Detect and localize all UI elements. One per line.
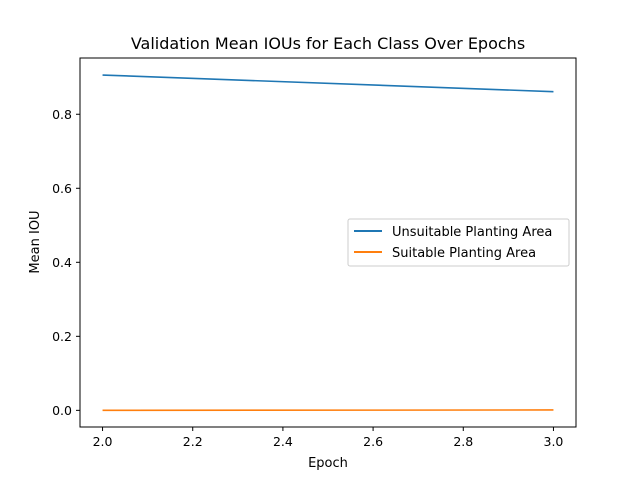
x-axis-label: Epoch: [308, 456, 348, 471]
legend-label-suitable: Suitable Planting Area: [392, 246, 536, 261]
y-tick-label: 0.6: [52, 181, 72, 196]
y-tick-label: 0.4: [52, 255, 72, 270]
x-tick-label: 2.2: [183, 434, 203, 449]
x-axis: 2.0 2.2 2.4 2.6 2.8 3.0: [93, 427, 564, 449]
plot-area: [79, 57, 577, 428]
y-tick-label: 0.2: [52, 329, 72, 344]
y-axis-label: Mean IOU: [28, 210, 43, 273]
x-tick-label: 2.8: [453, 434, 473, 449]
x-tick-label: 3.0: [544, 434, 564, 449]
chart-title: Validation Mean IOUs for Each Class Over…: [131, 34, 525, 53]
y-tick-label: 0.8: [52, 107, 72, 122]
series-layer: [102, 74, 554, 412]
x-tick-label: 2.4: [273, 434, 293, 449]
plot-frame: [79, 57, 577, 428]
series-line-unsuitable: [102, 74, 554, 93]
y-tick-label: 0.0: [52, 403, 72, 418]
legend-box: [347, 218, 570, 267]
y-axis: 0.0 0.2 0.4 0.6 0.8: [52, 107, 80, 418]
x-tick-label: 2.0: [93, 434, 113, 449]
legend: Unsuitable Planting Area Suitable Planti…: [347, 218, 570, 267]
x-tick-label: 2.6: [363, 434, 383, 449]
legend-label-unsuitable: Unsuitable Planting Area: [392, 225, 552, 240]
